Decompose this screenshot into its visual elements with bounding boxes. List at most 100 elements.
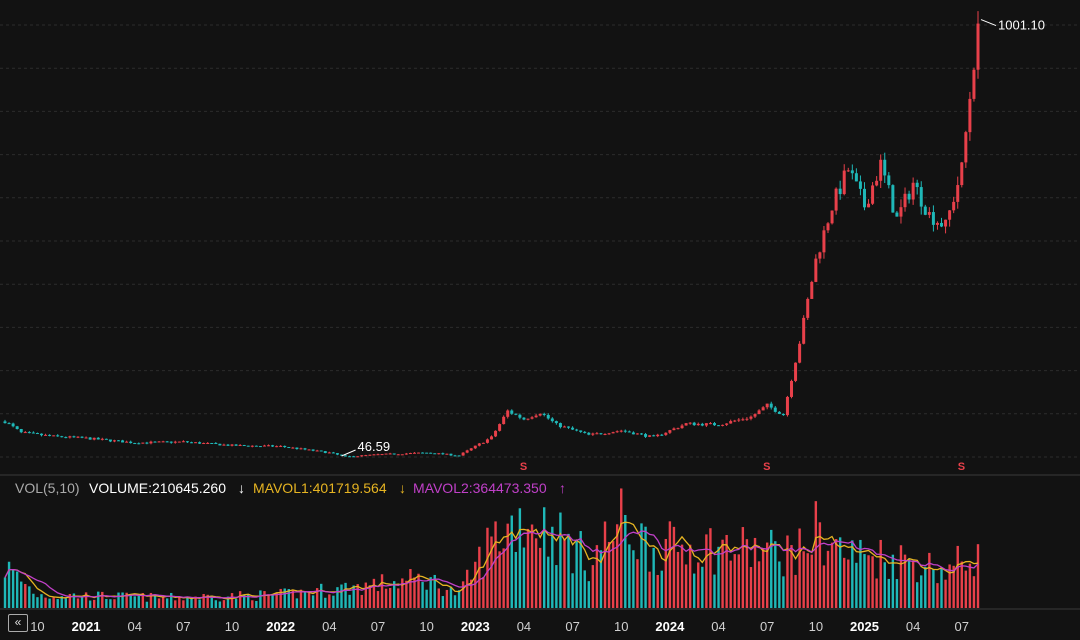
candle-body xyxy=(384,453,388,455)
volume-bar xyxy=(571,573,574,608)
volume-bar xyxy=(287,589,290,608)
volume-bar xyxy=(364,582,368,608)
volume-bar xyxy=(356,584,359,608)
volume-bar xyxy=(717,546,720,608)
candle-body xyxy=(538,413,542,416)
volume-bar xyxy=(709,528,712,608)
volume-bar xyxy=(7,561,11,608)
candle-body xyxy=(404,453,408,455)
candle-body xyxy=(615,431,619,433)
volume-bar xyxy=(575,541,578,608)
volume-bar xyxy=(863,554,866,608)
volume-bar xyxy=(283,588,286,608)
candle-body xyxy=(258,446,262,448)
candle-body xyxy=(181,441,185,443)
candle-body xyxy=(542,413,546,415)
candle-body xyxy=(3,421,7,424)
candle-body xyxy=(52,435,56,437)
volume-bar xyxy=(778,561,781,608)
volume-bar xyxy=(668,521,672,608)
candle-body xyxy=(810,281,814,299)
candle-body xyxy=(56,435,60,437)
volume-bar xyxy=(814,501,818,608)
candle-body xyxy=(895,212,899,217)
candle-body xyxy=(648,435,652,437)
candle-body xyxy=(514,413,518,415)
volume-bar xyxy=(907,559,911,608)
volume-bar xyxy=(360,594,363,608)
candle-body xyxy=(814,258,818,282)
volume-bar xyxy=(611,541,615,608)
volume-bar xyxy=(453,595,457,608)
candle-body xyxy=(846,170,850,172)
candle-body xyxy=(567,426,571,428)
candle-body xyxy=(303,448,307,450)
candle-body xyxy=(441,453,445,455)
volume-bar xyxy=(336,587,339,608)
candle-body xyxy=(668,430,672,433)
candle-body xyxy=(473,445,477,449)
volume-bar xyxy=(672,526,676,608)
volume-bar xyxy=(129,595,132,608)
candle-body xyxy=(769,403,773,408)
volume-bar xyxy=(721,539,724,608)
volume-bar xyxy=(563,538,566,608)
volume-bar xyxy=(782,576,785,608)
candle-body xyxy=(887,175,891,186)
volume-bar xyxy=(465,569,469,608)
candle-body xyxy=(287,447,291,449)
candle-body xyxy=(498,424,502,431)
candle-body xyxy=(599,433,603,435)
x-tick-label: 10 xyxy=(419,619,433,634)
volume-bar xyxy=(433,574,436,608)
candle-body xyxy=(153,441,157,443)
volume-bar xyxy=(818,522,822,608)
volume-bar xyxy=(421,582,424,608)
volume-bar xyxy=(822,565,826,608)
candle-body xyxy=(104,438,108,440)
volume-bar xyxy=(494,521,497,608)
candle-body xyxy=(530,417,534,419)
x-tick-label: 2025 xyxy=(850,619,879,634)
candle-body xyxy=(352,456,356,458)
candle-body xyxy=(392,453,396,455)
volume-bar xyxy=(644,526,647,608)
volume-bar xyxy=(701,566,704,608)
volume-bar xyxy=(737,554,741,608)
x-tick-label: 10 xyxy=(809,619,823,634)
candle-body xyxy=(757,410,761,415)
volume-bar xyxy=(620,488,623,608)
candle-body xyxy=(48,434,52,436)
volume-bar xyxy=(786,535,789,608)
volume-bar xyxy=(413,577,416,608)
volume-bar xyxy=(891,554,895,608)
volume-bar xyxy=(92,599,96,608)
volume-bar xyxy=(101,591,104,608)
candle-body xyxy=(802,317,806,344)
volume-bar xyxy=(32,593,35,608)
volume-bar xyxy=(113,599,116,608)
candle-body xyxy=(587,432,591,435)
candle-body xyxy=(31,432,35,434)
volume-bar xyxy=(968,563,972,608)
volume-bar xyxy=(445,589,449,608)
candle-body xyxy=(785,396,789,416)
candle-body xyxy=(121,440,125,443)
candle-body xyxy=(931,212,935,225)
mavol1-label: MAVOL1:401719.564 xyxy=(253,480,387,496)
candle-body xyxy=(656,434,660,437)
volume-bar xyxy=(384,588,388,608)
candle-body xyxy=(935,222,939,225)
volume-bar xyxy=(328,594,331,608)
volume-bar xyxy=(121,592,124,608)
volume-bar xyxy=(826,550,830,608)
volume-bar xyxy=(591,565,595,608)
candle-body xyxy=(311,449,315,451)
candle-body xyxy=(506,410,510,417)
double-chevron-left-icon[interactable]: « xyxy=(8,614,28,632)
candle-body xyxy=(708,423,712,425)
volume-bar xyxy=(636,559,639,608)
volume-bar xyxy=(579,531,582,608)
candle-body xyxy=(214,443,218,445)
